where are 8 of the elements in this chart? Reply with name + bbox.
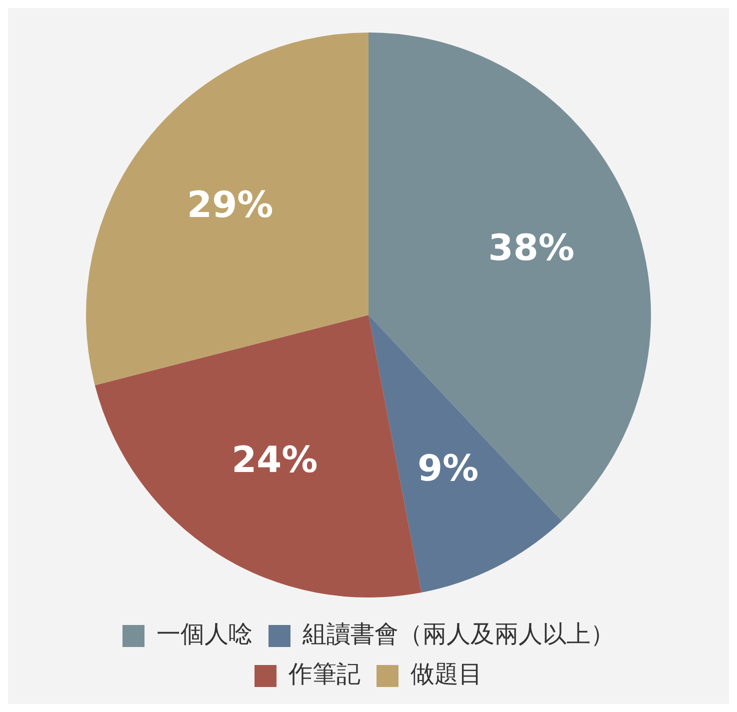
legend-label: 組讀書會（兩人及兩人以上） xyxy=(302,620,614,648)
data-label: 38% xyxy=(488,228,574,269)
data-label: 29% xyxy=(187,185,274,226)
data-label: 9% xyxy=(417,448,479,490)
legend-label: 作筆記 xyxy=(288,660,360,688)
legend-label: 做題目 xyxy=(410,660,482,688)
legend-label: 一個人唸 xyxy=(156,620,252,648)
data-label: 24% xyxy=(232,440,318,482)
